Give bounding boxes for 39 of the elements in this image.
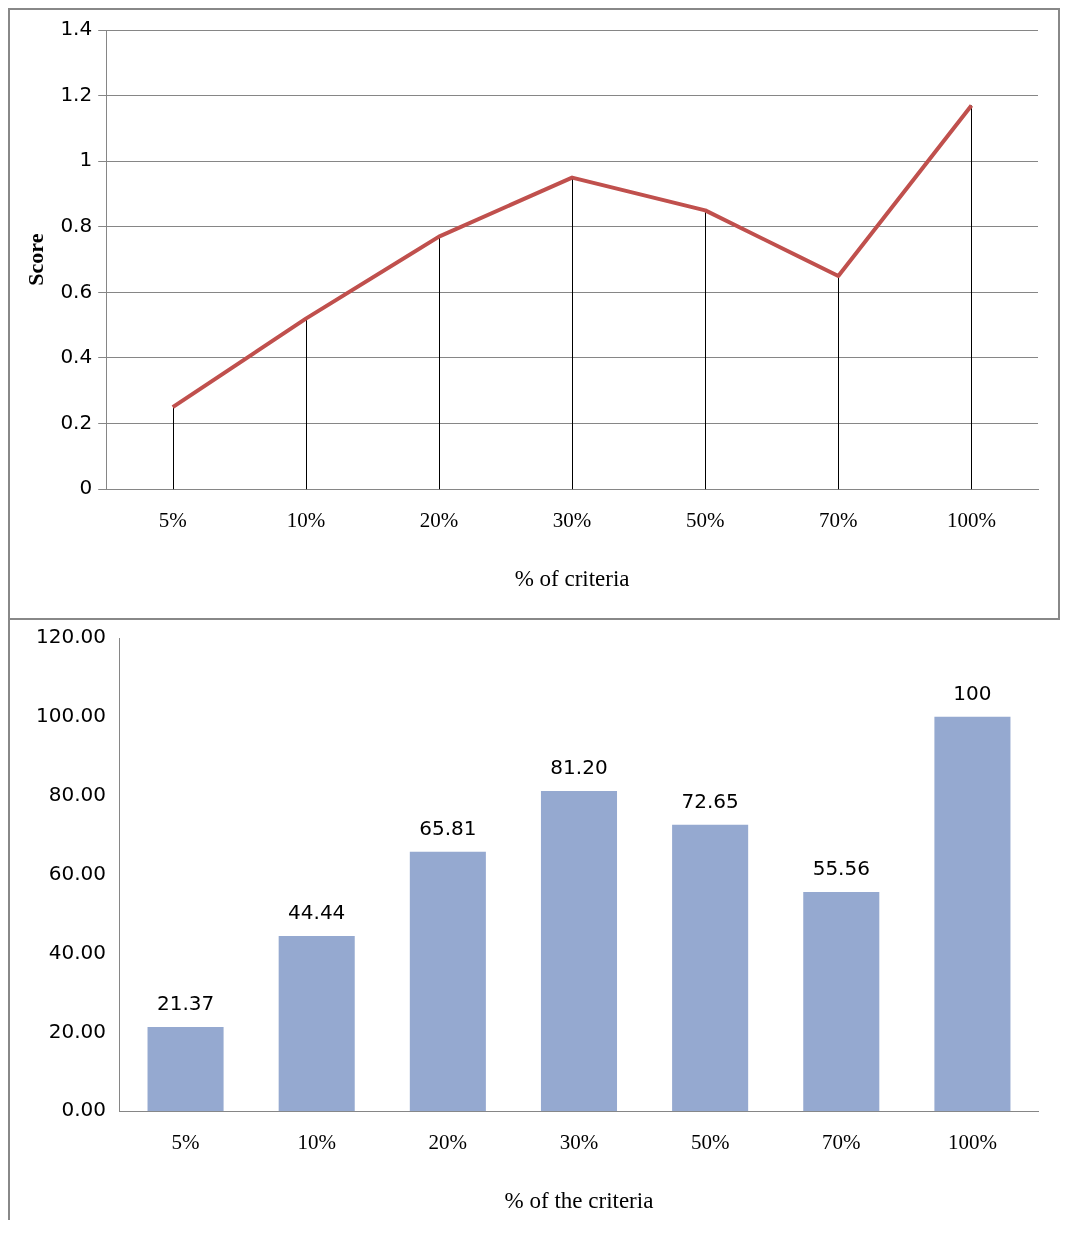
y-tick-label: 0.00	[61, 1097, 106, 1122]
x-tick-label: 10%	[297, 1130, 336, 1155]
y-tick-label: 100.00	[36, 703, 106, 728]
y-tick-label: 1	[79, 147, 93, 172]
y-tick-label: 80.00	[48, 781, 106, 806]
y-tick-label: 0	[79, 475, 93, 500]
x-tick-label: 5%	[158, 508, 187, 533]
y-tick-label: 0.6	[60, 278, 93, 303]
y-axis-title: Score	[22, 233, 48, 286]
x-axis-title: % of criteria	[514, 566, 630, 592]
y-tick-label: 1.4	[60, 16, 93, 41]
y-tick-label: 0.4	[60, 344, 93, 369]
x-tick-label: 10%	[286, 508, 326, 533]
x-tick-label: 100%	[946, 508, 996, 533]
x-tick-label: 70%	[822, 1130, 861, 1155]
x-tick-label: 20%	[419, 508, 459, 533]
y-tick-label: 20.00	[48, 1018, 106, 1043]
y-tick-label: 0.2	[60, 409, 93, 434]
data-label: 21.37	[156, 991, 215, 1016]
x-tick-label: 30%	[552, 508, 592, 533]
x-tick-label: 100%	[947, 1130, 997, 1155]
x-tick-label: 30%	[559, 1130, 599, 1155]
y-tick-label: 60.00	[48, 860, 106, 885]
y-tick-label: 120.00	[36, 624, 106, 649]
x-tick-label: 20%	[428, 1130, 468, 1155]
data-label: 81.20	[550, 755, 608, 780]
y-tick-label: 40.00	[48, 939, 106, 964]
data-label: 44.44	[288, 900, 346, 925]
x-tick-label: 50%	[685, 508, 725, 533]
data-label: 100	[953, 681, 992, 706]
y-tick-label: 1.2	[60, 81, 93, 106]
data-label: 65.81	[419, 815, 477, 840]
x-tick-label: 50%	[690, 1130, 730, 1155]
x-axis-title: % of the criteria	[504, 1188, 654, 1214]
x-tick-label: 70%	[819, 508, 858, 533]
data-label: 72.65	[681, 788, 739, 813]
data-label: 55.56	[812, 856, 870, 881]
y-tick-label: 0.8	[60, 213, 93, 237]
x-tick-label: 5%	[171, 1130, 200, 1155]
